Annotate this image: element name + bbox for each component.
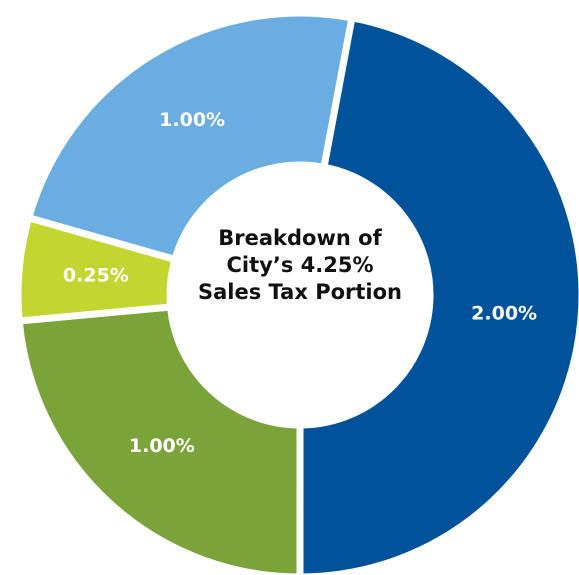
- donut-slice: [296, 13, 579, 575]
- donut-slice: [15, 303, 304, 575]
- chart-title: Breakdown of City’s 4.25% Sales Tax Port…: [198, 226, 402, 304]
- value-label: 0.25%: [63, 265, 129, 287]
- value-label: 1.00%: [129, 435, 195, 457]
- donut-slice: [24, 9, 356, 264]
- value-label: 2.00%: [471, 302, 537, 324]
- value-label: 1.00%: [159, 109, 225, 131]
